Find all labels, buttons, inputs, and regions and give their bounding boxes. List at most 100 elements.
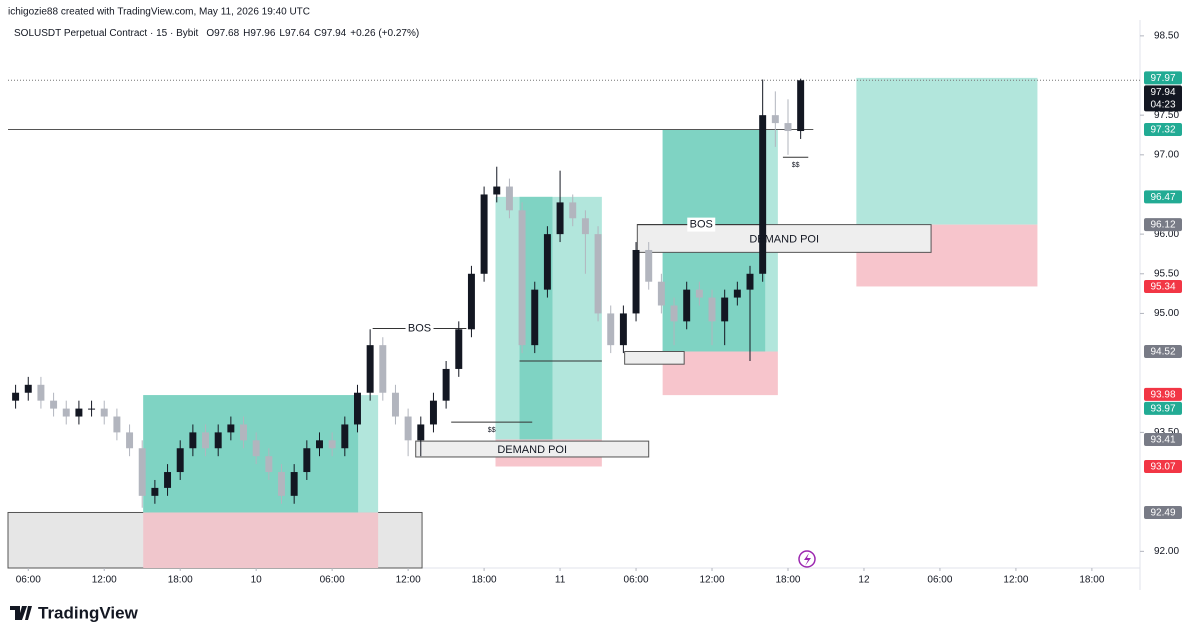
x-tick-label: 12:00 [700, 575, 725, 586]
price-tag [1144, 459, 1182, 473]
candle-body [442, 368, 450, 401]
overlay: BOS BOS $$ $$ DEMAND POI DEMAND POI [405, 162, 819, 456]
price-tag [1144, 401, 1182, 415]
candle-body [543, 234, 551, 290]
price-tag [1144, 344, 1182, 358]
candle-body [113, 416, 121, 433]
candle-body [353, 392, 361, 425]
price-tag [1144, 71, 1182, 85]
ohlc-value: L97.64 [279, 28, 310, 39]
candle-body [683, 289, 691, 322]
candle-body [771, 115, 779, 124]
price-tag-label: 97.97 [1150, 73, 1175, 84]
zone [143, 395, 359, 513]
level-label: $$ [792, 162, 800, 169]
header: ichigozie88 created with TradingView.com… [8, 7, 310, 18]
candle-body [607, 313, 615, 346]
price-tag [1144, 387, 1182, 401]
x-tick-label: 06:00 [320, 575, 345, 586]
candle-body [214, 432, 222, 449]
zone-label: DEMAND POI [749, 233, 819, 245]
ohlc-value: O97.68 [206, 28, 239, 39]
brand-logo: TradingView [10, 603, 139, 622]
price-tag-label: 95.34 [1150, 282, 1175, 293]
candle-body [645, 249, 653, 282]
candle-body [708, 297, 716, 322]
plot-area [7, 77, 1140, 569]
candle-body [126, 432, 134, 449]
price-tag-label: 93.98 [1150, 389, 1175, 400]
candle-body [455, 329, 463, 369]
candle-body [100, 408, 108, 417]
candle-body [176, 448, 184, 473]
event-icon[interactable] [798, 550, 816, 568]
candle-body [797, 80, 805, 132]
candle-body [316, 440, 323, 449]
x-tick-label: 11 [555, 575, 566, 586]
y-tick-label: 98.50 [1154, 31, 1179, 42]
zone [415, 440, 650, 458]
candle-body [480, 194, 488, 274]
x-tick-label: 18:00 [168, 575, 193, 586]
candle-body [733, 289, 741, 298]
x-tick-label: 12:00 [92, 575, 117, 586]
zone [143, 512, 379, 568]
candle-body [417, 424, 425, 441]
price-tag-label: 97.94 [1150, 87, 1175, 98]
y-tick-label: 97.00 [1154, 149, 1179, 160]
zone [636, 224, 932, 253]
price-tag-label: 93.07 [1150, 462, 1175, 473]
candle-body [721, 297, 729, 322]
y-tick-label: 95.50 [1154, 268, 1179, 279]
price-tag-label: 94.52 [1150, 347, 1175, 358]
level-label-bg [687, 217, 716, 232]
candle-body [278, 472, 285, 496]
price-tag [1144, 505, 1182, 519]
level-label: BOS [690, 219, 713, 231]
x-tick-label: 18:00 [1079, 575, 1104, 586]
price-tag-label: 96.12 [1150, 220, 1175, 231]
candle-body [695, 289, 703, 298]
candle-body [784, 123, 792, 132]
candle-body [341, 424, 349, 449]
candle-body [151, 487, 159, 496]
candle-body [62, 408, 70, 417]
candle-body [37, 384, 45, 401]
brand: TradingView [38, 603, 139, 622]
candle-body [493, 186, 501, 195]
level-label: $$ [488, 427, 496, 434]
price-tag [1144, 433, 1182, 447]
candle-body [759, 115, 767, 274]
price-tag-label: 93.97 [1150, 403, 1175, 414]
candle-body [265, 456, 273, 473]
candle-body [670, 305, 678, 322]
x-tick-label: 12:00 [1003, 575, 1028, 586]
y-tick-label: 93.50 [1154, 427, 1179, 438]
ohlc-value: +0.26 (+0.27%) [350, 28, 419, 39]
x-tick-label: 18:00 [472, 575, 497, 586]
candle-body [505, 186, 513, 211]
ohlc-value: H97.96 [243, 28, 276, 39]
candle-body [379, 345, 387, 393]
candle-body [404, 416, 412, 441]
candle-body [24, 384, 32, 393]
event-icon-bolt [804, 553, 811, 566]
y-tick-label: 92.00 [1154, 546, 1179, 557]
candle-body [12, 392, 20, 401]
candle-body [164, 472, 172, 488]
candle-body [581, 218, 589, 235]
x-tick-label: 10 [251, 575, 263, 586]
candle-body [657, 281, 665, 306]
symbol-legend: SOLUSDT Perpetual Contract · 15 · Bybit O… [14, 28, 419, 39]
candle-body [594, 234, 602, 314]
candle-body [240, 424, 247, 441]
price-tag-label: 93.41 [1150, 435, 1175, 446]
x-tick-label: 18:00 [775, 575, 800, 586]
y-tick-label: 95.00 [1154, 308, 1179, 319]
candle-body [569, 202, 577, 219]
price-tag-label: 92.49 [1150, 508, 1175, 519]
ohlc-value: C97.94 [314, 28, 347, 39]
candle-body [467, 273, 475, 330]
zone-label: DEMAND POI [497, 444, 567, 456]
